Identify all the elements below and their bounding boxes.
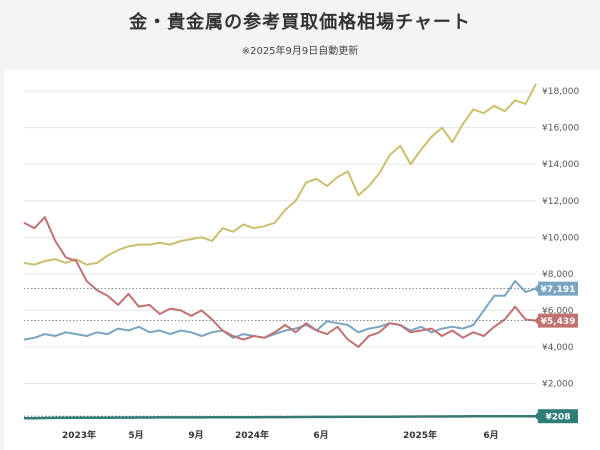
x-axis-ticks: 2023年 5月 9月 2024年 6月 2025年 6月: [62, 429, 499, 441]
page-title: 金・貴金属の参考買取価格相場チャート: [129, 12, 471, 33]
y-tick-label: ¥6,000: [542, 306, 574, 316]
y-tick-label: ¥8,000: [542, 270, 574, 280]
end-labels: ¥7,191 ¥5,439 ¥208: [24, 281, 578, 424]
y-tick-label: ¥18,000: [542, 87, 579, 97]
update-note: ※2025年9月9日自動更新: [241, 46, 359, 57]
y-axis-ticks: ¥2,000 ¥4,000 ¥6,000 ¥8,000 ¥10,000 ¥12,000 ¥1…: [542, 87, 579, 389]
x-tick-label: 2025年: [403, 429, 437, 441]
y-tick-label: ¥2,000: [542, 379, 574, 389]
series-line-0: [23, 83, 537, 266]
y-tick-label: ¥4,000: [542, 343, 574, 353]
end-value-label: ¥5,439: [541, 317, 576, 327]
end-value-badge: [538, 281, 578, 296]
y-tick-label: ¥12,000: [542, 197, 579, 207]
end-value-pointer: [534, 412, 538, 421]
x-tick-label: 5月: [128, 430, 143, 441]
price-chart[interactable]: ¥2,000 ¥4,000 ¥6,000 ¥8,000 ¥10,000 ¥12,000 ¥1…: [4, 70, 600, 450]
series-line-3: [24, 414, 536, 420]
series-lines: [23, 83, 537, 420]
y-tick-label: ¥14,000: [542, 160, 579, 170]
end-value-label: ¥208: [545, 413, 570, 423]
x-tick-label: 6月: [313, 430, 328, 441]
end-value-pointer: [534, 316, 538, 325]
series-line-1: [23, 280, 537, 341]
x-tick-label: 2023年: [62, 429, 96, 441]
series-line-2: [23, 216, 537, 348]
x-tick-label: 9月: [188, 430, 203, 441]
grid-lines: [24, 90, 536, 384]
x-tick-label: 6月: [483, 430, 498, 441]
end-value-pointer: [534, 284, 538, 293]
end-value-badge: [538, 409, 578, 424]
chart-card: ¥2,000 ¥4,000 ¥6,000 ¥8,000 ¥10,000 ¥12,000 ¥1…: [4, 70, 600, 450]
end-value-badge: [538, 313, 578, 328]
y-tick-label: ¥10,000: [542, 233, 579, 243]
y-tick-label: ¥16,000: [542, 124, 579, 134]
x-tick-label: 2024年: [235, 429, 269, 441]
end-value-label: ¥7,191: [541, 285, 576, 295]
